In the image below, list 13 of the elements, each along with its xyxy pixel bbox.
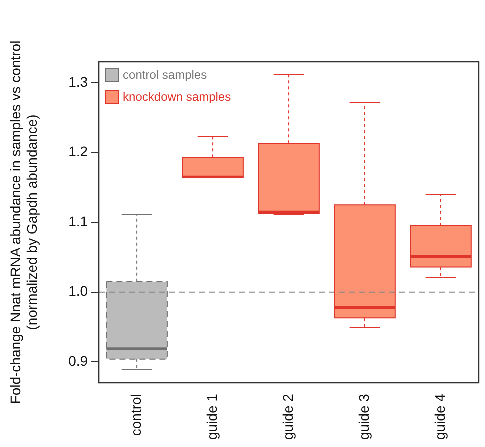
- legend-label: knockdown samples: [123, 89, 232, 106]
- legend-label: control samples: [123, 67, 208, 84]
- x-tick-label: guide 2: [280, 394, 296, 440]
- y-axis-title: Fold-change Nnat mRNA abundance in samples vs control (normalized by Gapdh abundance): [7, 40, 40, 404]
- y-tick-label: 1.0: [68, 283, 88, 300]
- y-tick-label: 1.2: [68, 144, 88, 160]
- y-tick-label: 1.1: [68, 213, 88, 230]
- x-tick-label: guide 4: [432, 394, 448, 440]
- x-tick-label: guide 3: [356, 394, 372, 440]
- x-tick-label: guide 1: [204, 394, 220, 440]
- y-tick-label: 0.9: [68, 352, 88, 369]
- x-tick-label: control: [128, 394, 144, 436]
- y-tick-label: 1.3: [68, 74, 88, 90]
